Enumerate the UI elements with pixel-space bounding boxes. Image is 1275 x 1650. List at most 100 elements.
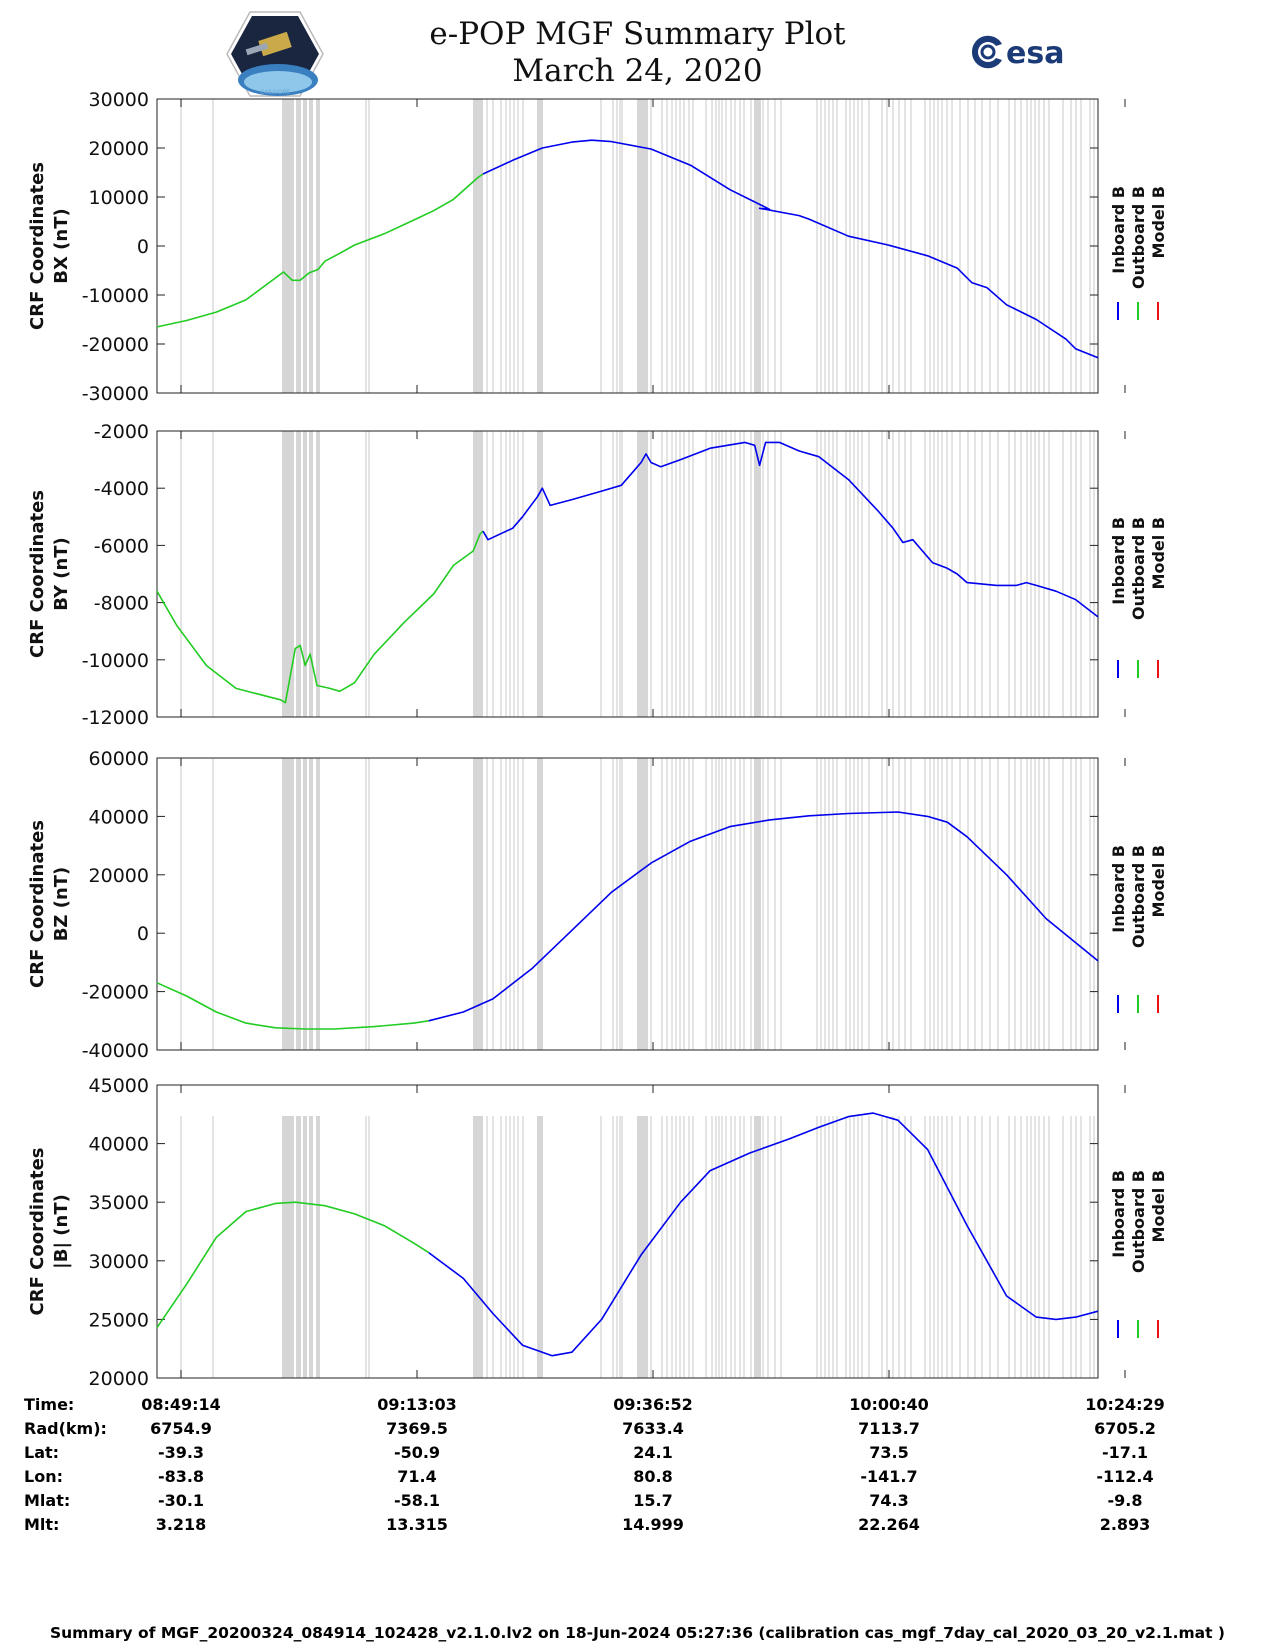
data-gap-band bbox=[473, 99, 483, 393]
plot-frame bbox=[156, 757, 1099, 1051]
series-line-inboard-b bbox=[482, 139, 1099, 359]
y-tick-label: 30000 bbox=[89, 1251, 149, 1273]
cassiope-logo-caption: CASSIOPE bbox=[260, 89, 290, 96]
info-cell: -17.1 bbox=[1101, 1443, 1149, 1462]
info-cell: 7633.4 bbox=[622, 1419, 684, 1438]
y-tick-label: -20000 bbox=[82, 334, 149, 356]
plot-frame bbox=[156, 430, 1099, 718]
info-row-label: Mlt: bbox=[24, 1515, 60, 1534]
esa-logo-text: esa bbox=[1006, 36, 1064, 71]
data-gap-band bbox=[637, 431, 648, 717]
data-gap-band bbox=[473, 1116, 483, 1378]
info-row-label: Time: bbox=[24, 1395, 75, 1414]
plot-frame bbox=[156, 1084, 1099, 1379]
info-cell: -50.9 bbox=[393, 1443, 441, 1462]
info-cell: 22.264 bbox=[858, 1515, 920, 1534]
legend-label: Model B bbox=[1149, 1170, 1168, 1242]
data-gap-band bbox=[282, 99, 294, 393]
info-cell: -30.1 bbox=[157, 1491, 205, 1510]
data-gap-band bbox=[754, 758, 761, 1050]
info-cell: -39.3 bbox=[157, 1443, 205, 1462]
y-tick-label: -2000 bbox=[94, 421, 149, 443]
data-gap-band bbox=[296, 431, 301, 717]
y-tick-label: 35000 bbox=[89, 1192, 149, 1214]
info-cell: 7113.7 bbox=[858, 1419, 920, 1438]
y-tick-label: -30000 bbox=[82, 383, 149, 405]
info-cell: 14.999 bbox=[622, 1515, 684, 1534]
info-cell: -9.8 bbox=[1107, 1491, 1143, 1510]
data-gap-band bbox=[303, 1116, 307, 1378]
series-line-outboard-b bbox=[156, 530, 484, 704]
data-gap-band bbox=[282, 1116, 294, 1378]
y-tick-label: -20000 bbox=[82, 982, 149, 1004]
chart-panel-2: -12000 -10000 -8000 -6000 -4000 -2000 CRF Coor… bbox=[27, 421, 1168, 729]
data-gap-shading bbox=[180, 1116, 1095, 1378]
info-row-mlt: Mlt: 3.218 13.315 14.999 22.264 2.893 bbox=[0, 1515, 1275, 1537]
legend-label: Inboard B bbox=[1109, 1170, 1128, 1258]
y-tick-label: 10000 bbox=[89, 187, 149, 209]
legend-label: Model B bbox=[1149, 517, 1168, 589]
legend-label: Inboard B bbox=[1109, 517, 1128, 605]
y-axis-label-line2: BY (nT) bbox=[51, 537, 72, 611]
data-gap-band bbox=[296, 758, 301, 1050]
info-row-radkm: Rad(km): 6754.9 7369.5 7633.4 7113.7 6705.2 bbox=[0, 1419, 1275, 1441]
y-axis-label-line1: CRF Coordinates bbox=[27, 820, 48, 988]
data-gap-band bbox=[537, 431, 543, 717]
y-axis-label-line2: |B| (nT) bbox=[51, 1194, 72, 1269]
data-gap-band bbox=[637, 99, 648, 393]
page-title: e-POP MGF Summary Plot bbox=[429, 16, 846, 52]
esa-logo: esa bbox=[971, 35, 1064, 71]
series-line-outboard-b bbox=[156, 982, 429, 1030]
series-line-inboard-b bbox=[428, 1112, 1099, 1357]
y-axis-label-line2: BX (nT) bbox=[51, 208, 72, 283]
legend-label: Inboard B bbox=[1109, 845, 1128, 933]
legend: Inboard B Outboard B Model B bbox=[1109, 517, 1168, 678]
info-row-label: Lat: bbox=[24, 1443, 60, 1462]
data-gap-band bbox=[473, 431, 483, 717]
data-gap-band bbox=[537, 1116, 543, 1378]
y-tick-label: 20000 bbox=[89, 138, 149, 160]
info-cell: -83.8 bbox=[157, 1467, 205, 1486]
info-cell: -112.4 bbox=[1096, 1467, 1154, 1486]
y-tick-label: 60000 bbox=[89, 748, 149, 770]
info-cell: 7369.5 bbox=[386, 1419, 448, 1438]
info-cell: 73.5 bbox=[869, 1443, 909, 1462]
info-cell: -141.7 bbox=[860, 1467, 918, 1486]
legend: Inboard B Outboard B Model B bbox=[1109, 186, 1168, 320]
info-cell: 10:24:29 bbox=[1085, 1395, 1165, 1414]
data-gap-band bbox=[754, 431, 761, 717]
data-gap-band bbox=[309, 99, 313, 393]
info-cell: 09:36:52 bbox=[613, 1395, 693, 1414]
legend: Inboard B Outboard B Model B bbox=[1109, 845, 1168, 1013]
legend-label: Outboard B bbox=[1129, 845, 1148, 948]
info-row-time: Time: 08:49:14 09:13:03 09:36:52 10:00:40 10:… bbox=[0, 1395, 1275, 1417]
y-tick-label: 45000 bbox=[89, 1075, 149, 1097]
y-tick-label: -8000 bbox=[94, 593, 149, 615]
info-cell: 15.7 bbox=[633, 1491, 673, 1510]
footer-summary: Summary of MGF_20200324_084914_102428_v2… bbox=[49, 1624, 1226, 1642]
info-row-lon: Lon: -83.8 71.4 80.8 -141.7 -112.4 bbox=[0, 1467, 1275, 1489]
data-gap-shading bbox=[180, 758, 1095, 1050]
y-axis-label-line2: BZ (nT) bbox=[51, 867, 72, 942]
y-axis-label-line1: CRF Coordinates bbox=[27, 162, 48, 330]
page-date: March 24, 2020 bbox=[512, 53, 763, 89]
info-cell: 10:00:40 bbox=[849, 1395, 929, 1414]
legend-label: Outboard B bbox=[1129, 517, 1148, 620]
data-gap-band bbox=[316, 1116, 320, 1378]
data-gap-band bbox=[316, 99, 320, 393]
info-cell: 80.8 bbox=[633, 1467, 673, 1486]
y-tick-label: -4000 bbox=[94, 478, 149, 500]
y-tick-label: 20000 bbox=[89, 1368, 149, 1390]
info-cell: 2.893 bbox=[1099, 1515, 1151, 1534]
data-gap-band bbox=[309, 758, 313, 1050]
y-tick-label: 0 bbox=[137, 923, 149, 945]
info-cell: 6754.9 bbox=[150, 1419, 212, 1438]
chart-panel-3: -40000 -20000 0 20000 40000 60000 CRF Coordina… bbox=[27, 748, 1168, 1062]
chart-panel-4: 20000 25000 30000 35000 40000 45000 CRF Coordi… bbox=[27, 1075, 1168, 1390]
series-line-outboard-b bbox=[156, 1201, 430, 1329]
legend-label: Outboard B bbox=[1129, 186, 1148, 289]
info-cell: 09:13:03 bbox=[377, 1395, 457, 1414]
y-tick-label: -6000 bbox=[94, 535, 149, 557]
y-axis-label-line1: CRF Coordinates bbox=[27, 1148, 48, 1316]
